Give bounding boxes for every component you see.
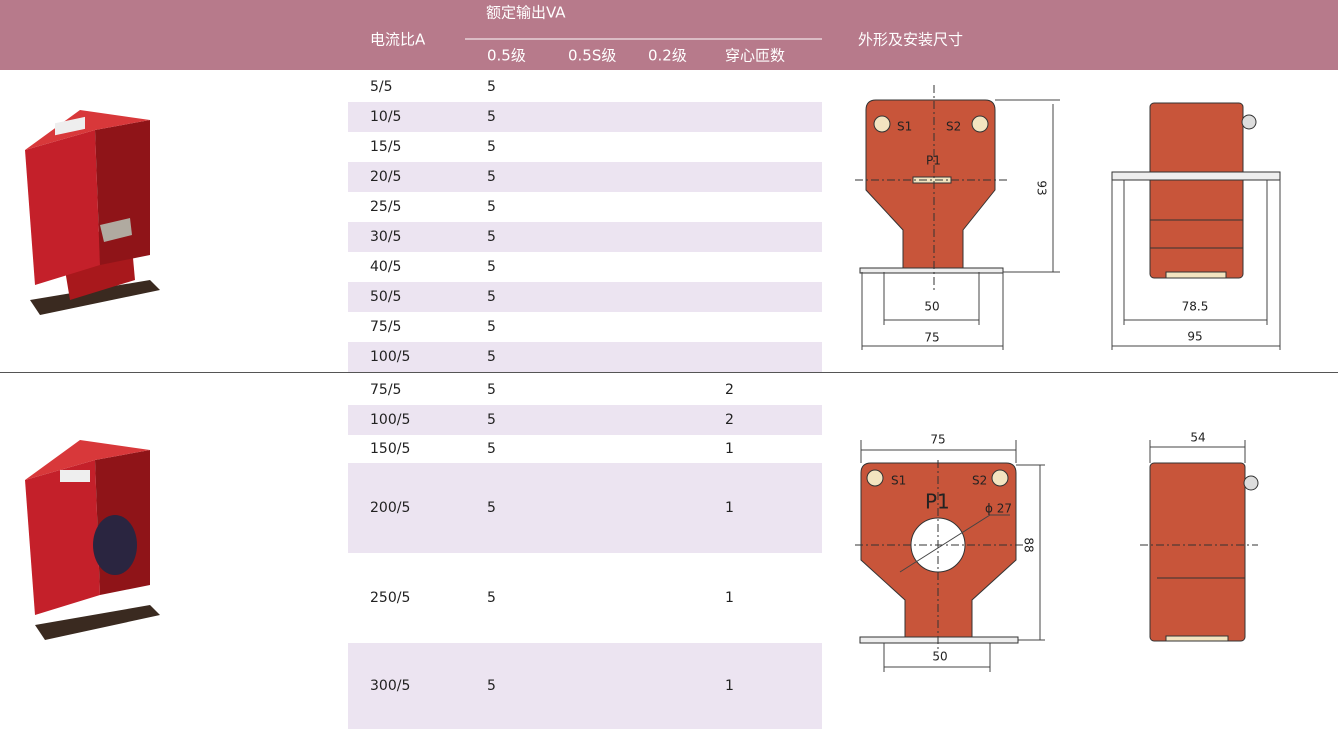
table-cell: 5 xyxy=(487,590,496,606)
table-cell: 100/5 xyxy=(370,412,410,428)
row-shade xyxy=(348,463,822,553)
dimension: 93 xyxy=(1035,180,1049,195)
table-cell: 5 xyxy=(487,139,496,155)
row-shade xyxy=(348,643,822,729)
table-cell: 30/5 xyxy=(370,229,401,245)
table-cell: 5 xyxy=(487,349,496,365)
header-class: 0.5S级 xyxy=(568,47,616,65)
table-cell: 40/5 xyxy=(370,259,401,275)
table-cell: 1 xyxy=(725,441,734,457)
row-shade xyxy=(348,162,822,192)
dimension: 75 xyxy=(924,331,939,345)
row-shade xyxy=(348,405,822,435)
row-shade xyxy=(348,342,822,372)
primary-label: P1 xyxy=(926,154,941,168)
dimension: 50 xyxy=(932,650,947,664)
table-cell: 75/5 xyxy=(370,319,401,335)
table-cell: 10/5 xyxy=(370,109,401,125)
dimension: 88 xyxy=(1022,537,1036,552)
dimension: 78.5 xyxy=(1182,300,1209,314)
table-cell: 2 xyxy=(725,382,734,398)
header-class: 0.2级 xyxy=(648,47,687,65)
terminal-label: S2 xyxy=(946,120,961,134)
primary-label: P1 xyxy=(925,490,950,514)
table-cell: 5 xyxy=(487,678,496,694)
table-cell: 20/5 xyxy=(370,169,401,185)
table-cell: 75/5 xyxy=(370,382,401,398)
side-drawing xyxy=(1140,440,1259,642)
table-cell: 5 xyxy=(487,289,496,305)
front-drawing xyxy=(855,440,1045,672)
table-cell: 50/5 xyxy=(370,289,401,305)
table-cell: 1 xyxy=(725,500,734,516)
table-cell: 15/5 xyxy=(370,139,401,155)
header-ratio: 电流比A xyxy=(370,31,426,49)
header-class: 0.5级 xyxy=(487,47,526,65)
table-cell: 150/5 xyxy=(370,441,410,457)
table-cell: 5 xyxy=(487,169,496,185)
header-rated-output: 额定输出VA xyxy=(486,4,566,22)
hole-label: ϕ 27 xyxy=(985,502,1012,516)
table-cell: 5 xyxy=(487,500,496,516)
table-cell: 5 xyxy=(487,79,496,95)
dimension: 75 xyxy=(930,433,945,447)
header-band xyxy=(0,0,1338,70)
table-cell: 1 xyxy=(725,590,734,606)
table-cell: 5 xyxy=(487,109,496,125)
table-cell: 5 xyxy=(487,412,496,428)
table-cell: 5 xyxy=(487,199,496,215)
table-cell: 5 xyxy=(487,382,496,398)
table-cell: 5 xyxy=(487,259,496,275)
table-cell: 5 xyxy=(487,319,496,335)
table-cell: 100/5 xyxy=(370,349,410,365)
dimension: 95 xyxy=(1187,330,1202,344)
table-cell: 200/5 xyxy=(370,500,410,516)
table-cell: 25/5 xyxy=(370,199,401,215)
product-photo xyxy=(25,110,160,315)
table-cell: 5 xyxy=(487,441,496,457)
front-drawing xyxy=(855,85,1060,350)
terminal-label: S2 xyxy=(972,474,987,488)
product-photo xyxy=(25,440,160,640)
row-shade xyxy=(348,222,822,252)
table-cell: 2 xyxy=(725,412,734,428)
row-shade xyxy=(348,282,822,312)
table-cell: 5 xyxy=(487,229,496,245)
header-dimensions: 外形及安装尺寸 xyxy=(858,31,963,49)
side-drawing xyxy=(1111,102,1281,350)
table-cell: 250/5 xyxy=(370,590,410,606)
dimension: 50 xyxy=(924,300,939,314)
table-cell: 1 xyxy=(725,678,734,694)
table-cell: 5/5 xyxy=(370,79,393,95)
table-cell: 300/5 xyxy=(370,678,410,694)
table-body: 5/5 5 10/5 5 15/5 5 20/5 5 25/5 5 30/5 5 40/5 5 50/5 5 7… xyxy=(348,79,822,729)
row-shade xyxy=(348,102,822,132)
header-turns: 穿心匝数 xyxy=(725,47,785,65)
terminal-label: S1 xyxy=(897,120,912,134)
terminal-label: S1 xyxy=(891,474,906,488)
dimension: 54 xyxy=(1190,431,1205,445)
